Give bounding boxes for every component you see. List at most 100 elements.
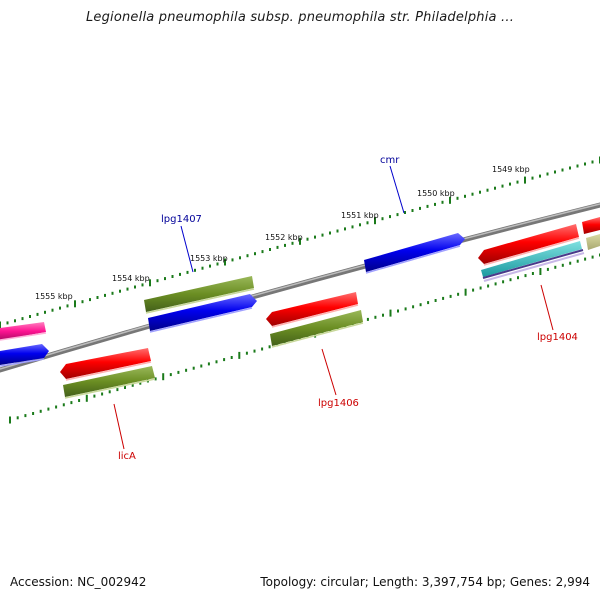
minor-tick [59,306,61,310]
major-tick [449,196,451,204]
minor-tick [14,319,16,323]
feature-cyan-lpg1404[interactable] [481,241,585,282]
minor-tick [169,373,172,377]
map-title: Legionella pneumophila subsp. pneumophil… [85,10,515,25]
leader-lpg1407 [180,225,194,273]
minor-tick [442,296,445,300]
minor-tick [359,223,361,227]
gene-label-lpg1407[interactable]: lpg1407 [161,214,202,225]
minor-tick [366,317,369,321]
minor-tick [70,401,73,405]
major-tick [224,258,226,266]
minor-tick [81,300,84,304]
leader-licA [113,403,125,450]
minor-tick [223,358,226,362]
minor-tick [546,172,549,176]
minor-tick [487,284,490,288]
minor-tick [111,291,114,295]
minor-tick [471,192,474,196]
major-tick [464,288,467,296]
feature-blue-left[interactable] [0,344,49,367]
gene-licA[interactable] [60,348,152,381]
minor-tick [591,255,594,259]
feature-red-right-edge[interactable] [582,217,600,234]
major-tick [74,300,76,308]
minor-tick [253,349,256,353]
minor-tick [576,164,579,168]
major-tick [9,416,11,424]
minor-tick [200,364,203,368]
minor-tick [141,283,144,287]
minor-tick [246,254,249,258]
gene-lpg1407[interactable] [148,294,257,333]
minor-tick [472,288,475,292]
minor-tick [374,315,377,319]
minor-tick [329,231,331,235]
minor-tick [501,184,504,188]
minor-tick [479,286,482,290]
minor-tick [434,202,436,206]
minor-tick [261,250,264,254]
minor-tick [276,245,279,249]
genome-backbone-highlight [0,203,600,370]
major-tick [524,176,526,184]
minor-tick [116,388,119,392]
gene-lpg1406[interactable] [266,292,359,328]
minor-tick [561,168,564,172]
minor-tick [96,296,99,299]
minor-tick [78,399,81,402]
minor-tick [119,289,121,293]
minor-tick [164,277,166,281]
minor-tick [531,176,534,180]
feature-magenta-left[interactable] [0,322,47,341]
kbp-label-1554: 1554 kbp [112,274,150,283]
gene-lpg1404[interactable] [478,224,580,266]
genome-backbone [0,202,600,373]
minor-tick [89,298,91,302]
minor-tick [51,308,54,312]
minor-tick [6,321,9,325]
minor-tick [396,213,399,217]
minor-tick [382,313,384,317]
minor-tick [134,285,136,289]
feature-olive-lpg1406[interactable] [270,310,364,348]
minor-tick [276,343,279,347]
minor-tick [502,280,505,284]
gene-label-lpg1404[interactable]: lpg1404 [537,332,578,343]
minor-tick [569,261,572,265]
major-tick [0,321,1,329]
minor-tick [268,345,271,349]
gene-label-lpg1406[interactable]: lpg1406 [318,398,359,409]
gene-label-cmr[interactable]: cmr [380,155,400,166]
kbp-label-1552: 1552 kbp [265,233,303,242]
gene-label-licA[interactable]: licA [118,451,136,462]
minor-tick [93,394,96,398]
minor-tick [531,272,534,275]
minor-tick [419,206,421,210]
minor-tick [139,381,142,385]
minor-tick [517,276,519,280]
minor-tick [154,377,157,381]
feature-olive-licA[interactable] [63,366,156,399]
minor-tick [47,407,50,411]
minor-tick [314,235,316,239]
minor-tick [449,294,452,298]
feature-olive-lpg1407[interactable] [144,276,255,314]
feature-khaki-right-edge[interactable] [586,234,600,250]
minor-tick [516,180,519,184]
leader-lpg1404 [540,284,554,331]
minor-tick [207,362,210,366]
minor-tick [126,287,129,291]
minor-tick [62,403,65,407]
minor-tick [546,267,549,271]
minor-tick [494,282,497,286]
minor-tick [185,368,188,372]
minor-tick [29,315,31,318]
minor-tick [397,309,399,313]
minor-tick [426,204,429,208]
minor-tick [177,370,180,374]
minor-tick [457,292,460,296]
gene-cmr[interactable] [364,233,465,274]
